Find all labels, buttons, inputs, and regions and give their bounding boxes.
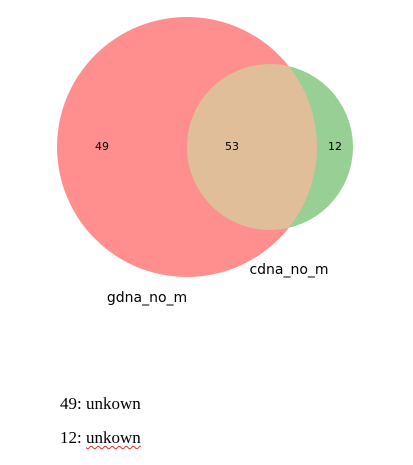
cdna-only-count: 12	[328, 140, 342, 153]
cdna-set-label: cdna_no_m	[249, 262, 328, 278]
venn-diagram: 49 53 12 cdna_no_m gdna_no_m	[57, 17, 353, 306]
gdna-set-label: gdna_no_m	[107, 290, 187, 306]
intersection-count: 53	[225, 140, 239, 153]
gdna-only-count: 49	[95, 140, 109, 153]
note-key: 12	[60, 428, 77, 447]
intersection-region	[187, 64, 317, 230]
note-line: 12: unkown	[60, 428, 141, 447]
note-value-misspelled: unkown	[85, 428, 141, 447]
note-value: unkown	[85, 394, 141, 413]
note-line: 49: unkown	[60, 394, 141, 413]
note-key: 49	[60, 394, 77, 413]
